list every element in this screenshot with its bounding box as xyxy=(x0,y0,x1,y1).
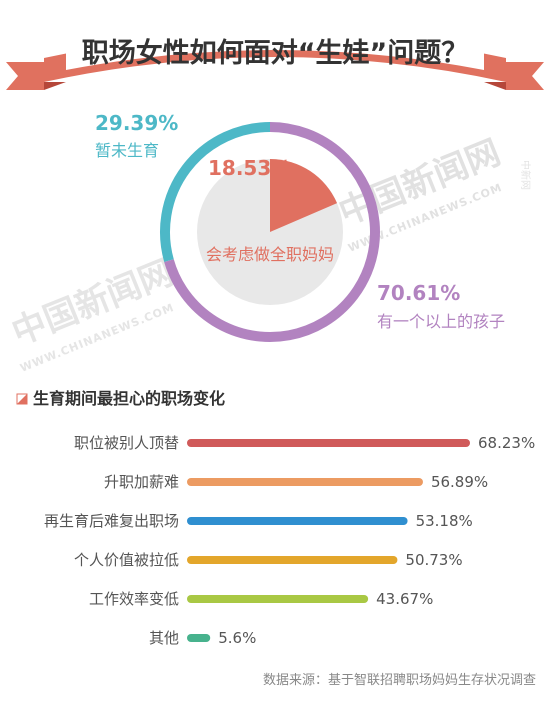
bar-category-label: 升职加薪难 xyxy=(104,473,179,491)
segment-percent-have-child: 70.61% xyxy=(377,281,460,305)
bar xyxy=(187,556,398,564)
bar-value-label: 68.23% xyxy=(478,434,535,452)
donut-ring xyxy=(160,122,380,342)
section-marker-box xyxy=(16,393,28,405)
bar xyxy=(187,634,211,642)
ribbon-left-tail xyxy=(6,62,44,90)
ribbon-left-fold xyxy=(44,82,66,90)
inner-pie-percent: 18.53% xyxy=(208,156,291,180)
donut-segment-have-child xyxy=(164,122,380,342)
bar xyxy=(187,595,369,603)
title-ribbon: 职场女性如何面对“生娃”问题？ xyxy=(6,32,544,90)
bar-value-label: 53.18% xyxy=(416,512,473,530)
watermark-small-cn: 中新网 xyxy=(519,160,532,190)
section-title: 生育期间最担心的职场变化 xyxy=(33,389,225,408)
bar xyxy=(187,439,470,447)
section-header: 生育期间最担心的职场变化 xyxy=(16,389,225,408)
bar xyxy=(187,517,408,525)
inner-pie-label: 会考虑做全职妈妈 xyxy=(206,245,334,264)
source-note: 数据来源：基于智联招聘职场妈妈生存状况调查 xyxy=(263,673,536,688)
bar-category-label: 个人价值被拉低 xyxy=(74,551,179,569)
bar-category-label: 工作效率变低 xyxy=(89,590,179,608)
bar-chart: 职位被别人顶替 68.23% 升职加薪难 56.89% 再生育后难复出职场 53.18% 个… xyxy=(44,434,535,647)
bar-value-label: 43.67% xyxy=(376,590,433,608)
bar-value-label: 56.89% xyxy=(431,473,488,491)
segment-label-not-yet: 暂未生育 xyxy=(95,141,159,160)
bar-category-label: 再生育后难复出职场 xyxy=(44,512,179,530)
donut-segment-not-yet xyxy=(160,122,271,262)
ribbon-right-tail xyxy=(506,62,544,90)
ribbon-right-fold xyxy=(484,82,506,90)
segment-percent-not-yet: 29.39% xyxy=(95,111,178,135)
page-title: 职场女性如何面对“生娃”问题？ xyxy=(82,37,469,69)
bar-category-label: 职位被别人顶替 xyxy=(74,434,179,452)
bar xyxy=(187,478,423,486)
bar-value-label: 50.73% xyxy=(405,551,462,569)
ribbon-inner xyxy=(66,32,484,70)
inner-pie-slice xyxy=(270,159,338,232)
segment-label-have-child: 有一个以上的孩子 xyxy=(377,312,505,331)
bar-value-label: 5.6% xyxy=(218,629,256,647)
section-marker xyxy=(17,394,27,404)
bar-category-label: 其他 xyxy=(149,629,179,647)
